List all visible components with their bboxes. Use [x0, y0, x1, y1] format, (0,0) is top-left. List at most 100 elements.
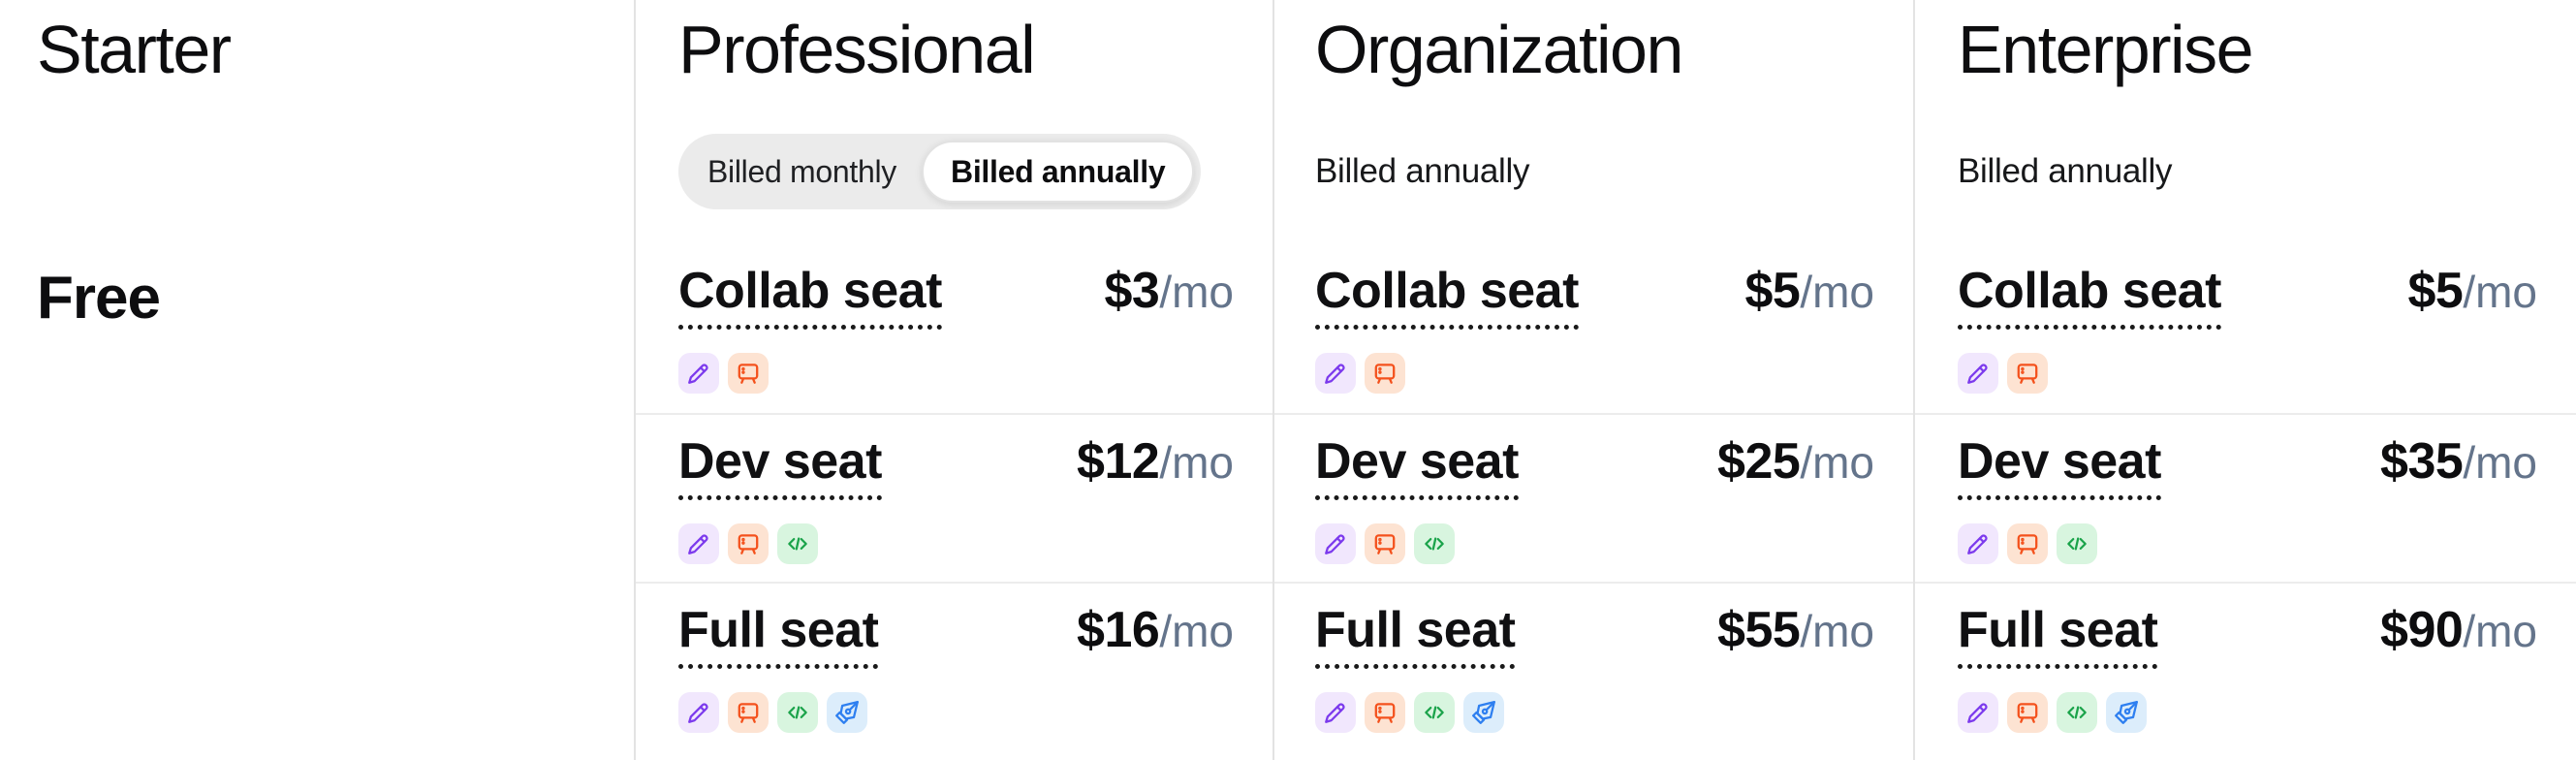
pencil-feature-badge[interactable]	[1958, 523, 1998, 564]
seat-row-collab: Collab seat $5/mo	[1915, 244, 2576, 413]
seat-name-collab[interactable]: Collab seat	[1315, 265, 1579, 330]
whiteboard-icon	[738, 534, 759, 554]
price-period: /mo	[1800, 267, 1874, 317]
code-feature-badge[interactable]	[1414, 692, 1455, 733]
code-feature-badge[interactable]	[777, 523, 818, 564]
billing-zone-professional: Billed monthly Billed annually	[678, 134, 1234, 209]
pencil-feature-badge[interactable]	[1958, 692, 1998, 733]
whiteboard-feature-badge[interactable]	[2007, 692, 2048, 733]
price-amount: $16	[1077, 602, 1160, 658]
feature-badges	[1958, 353, 2537, 394]
code-icon	[1425, 706, 1444, 719]
feature-badges	[1315, 353, 1874, 394]
price-amount: $35	[2380, 433, 2464, 490]
code-icon	[1425, 537, 1444, 551]
whiteboard-icon	[2017, 534, 2038, 554]
seat-name-full[interactable]: Full seat	[1958, 604, 2158, 669]
pen-nib-feature-badge[interactable]	[2106, 692, 2147, 733]
pencil-icon	[688, 364, 708, 384]
pencil-feature-badge[interactable]	[678, 523, 719, 564]
seat-name-dev[interactable]: Dev seat	[678, 435, 882, 500]
seat-price: $5/mo	[2407, 262, 2537, 320]
plan-column-starter: Starter Free	[0, 0, 634, 760]
code-icon	[2067, 706, 2087, 719]
feature-badges	[678, 353, 1234, 394]
whiteboard-feature-badge[interactable]	[2007, 353, 2048, 394]
pencil-icon	[688, 703, 708, 723]
code-feature-badge[interactable]	[2057, 523, 2097, 564]
pencil-icon	[1325, 534, 1345, 554]
seat-row-dev: Dev seat $12/mo	[636, 413, 1272, 582]
pencil-feature-badge[interactable]	[1315, 523, 1356, 564]
plan-column-organization: Organization Billed annually Collab seat…	[1272, 0, 1913, 760]
feature-badges	[1958, 692, 2537, 733]
seat-row-collab: Collab seat $3/mo	[636, 244, 1272, 413]
pen-nib-feature-badge[interactable]	[1463, 692, 1504, 733]
whiteboard-feature-badge[interactable]	[1365, 523, 1405, 564]
feature-badges	[1315, 523, 1874, 564]
seat-name-dev[interactable]: Dev seat	[1315, 435, 1519, 500]
whiteboard-feature-badge[interactable]	[1365, 692, 1405, 733]
seat-price: $5/mo	[1744, 262, 1874, 320]
whiteboard-icon	[738, 703, 759, 723]
price-period: /mo	[1800, 606, 1874, 656]
seat-name-collab[interactable]: Collab seat	[678, 265, 942, 330]
seat-row-collab: Collab seat $5/mo	[1274, 244, 1913, 413]
feature-badges	[1958, 523, 2537, 564]
price-period: /mo	[1800, 437, 1874, 488]
code-icon	[788, 537, 807, 551]
code-feature-badge[interactable]	[2057, 692, 2097, 733]
seat-name-dev[interactable]: Dev seat	[1958, 435, 2161, 500]
whiteboard-feature-badge[interactable]	[2007, 523, 2048, 564]
price-period: /mo	[1159, 267, 1234, 317]
seat-rows-professional: Collab seat $3/mo Dev seat $12/mo	[636, 244, 1272, 750]
price-amount: $25	[1717, 433, 1801, 490]
code-feature-badge[interactable]	[777, 692, 818, 733]
whiteboard-feature-badge[interactable]	[728, 692, 769, 733]
billing-period-toggle[interactable]: Billed monthly Billed annually	[678, 134, 1202, 209]
pen-nib-feature-badge[interactable]	[827, 692, 867, 733]
toggle-option-billed-annually[interactable]: Billed annually	[922, 141, 1195, 203]
pencil-icon	[1967, 534, 1988, 554]
billing-label-organization: Billed annually	[1315, 152, 1530, 190]
toggle-option-billed-monthly[interactable]: Billed monthly	[707, 153, 897, 189]
whiteboard-feature-badge[interactable]	[1365, 353, 1405, 394]
seat-name-collab[interactable]: Collab seat	[1958, 265, 2221, 330]
pencil-icon	[1967, 703, 1988, 723]
seat-row-dev: Dev seat $25/mo	[1274, 413, 1913, 582]
pencil-feature-badge[interactable]	[678, 692, 719, 733]
price-period: /mo	[2463, 267, 2537, 317]
seat-rows-organization: Collab seat $5/mo Dev seat $25/mo	[1274, 244, 1913, 750]
price-amount: $5	[2407, 263, 2464, 319]
starter-price-label: Free	[37, 265, 161, 332]
whiteboard-feature-badge[interactable]	[728, 353, 769, 394]
seat-name-full[interactable]: Full seat	[1315, 604, 1516, 669]
pen-nib-icon	[2115, 701, 2138, 724]
seat-row-full: Full seat $55/mo	[1274, 582, 1913, 750]
seat-price: $16/mo	[1077, 601, 1234, 659]
seat-row-full: Full seat $90/mo	[1915, 582, 2576, 750]
price-amount: $90	[2380, 602, 2464, 658]
seat-price: $25/mo	[1717, 432, 1874, 491]
seat-name-full[interactable]: Full seat	[678, 604, 879, 669]
code-icon	[788, 706, 807, 719]
seat-rows-enterprise: Collab seat $5/mo Dev seat $35/mo	[1915, 244, 2576, 750]
billing-zone-starter	[37, 134, 595, 209]
pencil-feature-badge[interactable]	[1315, 353, 1356, 394]
pencil-feature-badge[interactable]	[678, 353, 719, 394]
whiteboard-feature-badge[interactable]	[728, 523, 769, 564]
whiteboard-icon	[2017, 703, 2038, 723]
pencil-feature-badge[interactable]	[1958, 353, 1998, 394]
feature-badges	[678, 523, 1234, 564]
price-period: /mo	[2463, 437, 2537, 488]
seat-row-full: Full seat $16/mo	[636, 582, 1272, 750]
whiteboard-icon	[1374, 703, 1396, 723]
code-feature-badge[interactable]	[1414, 523, 1455, 564]
seat-price: $12/mo	[1077, 432, 1234, 491]
price-period: /mo	[1159, 606, 1234, 656]
pencil-feature-badge[interactable]	[1315, 692, 1356, 733]
seat-price: $35/mo	[2380, 432, 2537, 491]
plan-column-enterprise: Enterprise Billed annually Collab seat $…	[1913, 0, 2576, 760]
plan-title-organization: Organization	[1315, 12, 1683, 87]
seat-price: $90/mo	[2380, 601, 2537, 659]
